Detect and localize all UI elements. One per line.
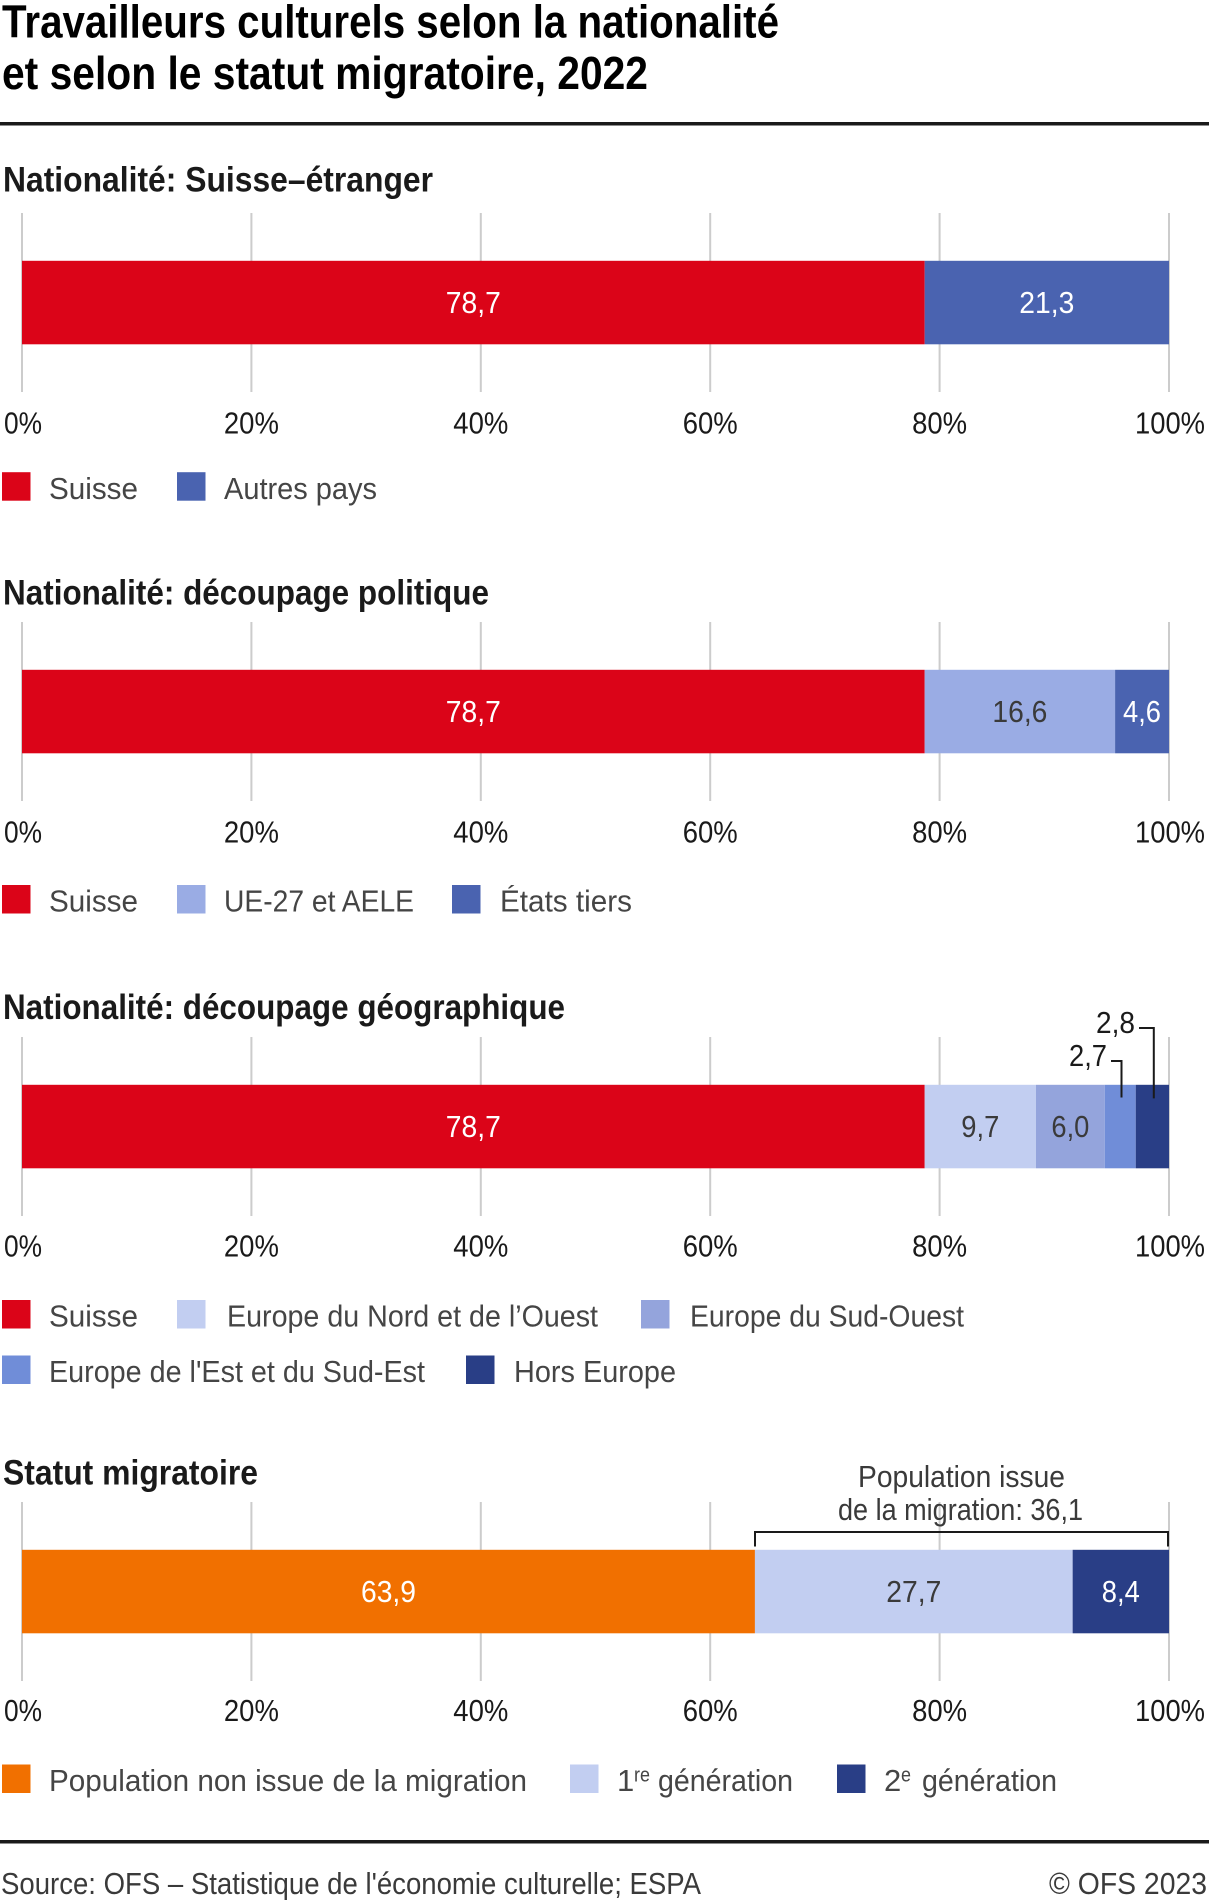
svg-text:78,7: 78,7 xyxy=(446,694,501,729)
svg-text:Nationalité: Suisse–étranger: Nationalité: Suisse–étranger xyxy=(3,161,433,200)
svg-text:Autres pays: Autres pays xyxy=(224,471,377,506)
svg-text:UE-27 et AELE: UE-27 et AELE xyxy=(224,884,414,919)
svg-text:Europe du Nord et de l’Ouest: Europe du Nord et de l’Ouest xyxy=(227,1299,598,1334)
svg-text:génération: génération xyxy=(922,1763,1057,1798)
svg-text:Population issue: Population issue xyxy=(858,1459,1065,1494)
svg-text:Suisse: Suisse xyxy=(49,884,138,919)
svg-text:20%: 20% xyxy=(224,1693,279,1728)
svg-text:Nationalité: découpage politiq: Nationalité: découpage politique xyxy=(3,574,489,613)
svg-text:2,7: 2,7 xyxy=(1069,1038,1107,1073)
svg-text:100%: 100% xyxy=(1135,1693,1205,1728)
svg-text:60%: 60% xyxy=(683,1693,738,1728)
svg-text:20%: 20% xyxy=(224,815,279,850)
svg-text:Suisse: Suisse xyxy=(49,1299,138,1334)
svg-text:78,7: 78,7 xyxy=(446,1109,501,1144)
svg-text:63,9: 63,9 xyxy=(361,1574,416,1609)
svg-text:100%: 100% xyxy=(1135,1229,1205,1264)
svg-text:de la migration: 36,1: de la migration: 36,1 xyxy=(838,1492,1083,1527)
svg-text:21,3: 21,3 xyxy=(1019,285,1074,320)
svg-text:re: re xyxy=(634,1765,650,1787)
svg-text:© OFS 2023: © OFS 2023 xyxy=(1049,1866,1207,1900)
svg-text:9,7: 9,7 xyxy=(961,1109,999,1144)
svg-text:40%: 40% xyxy=(453,815,508,850)
svg-text:génération: génération xyxy=(658,1763,793,1798)
svg-text:Suisse: Suisse xyxy=(49,471,138,506)
svg-text:80%: 80% xyxy=(912,815,967,850)
svg-text:et selon le statut migratoire,: et selon le statut migratoire, 2022 xyxy=(2,47,648,99)
svg-text:20%: 20% xyxy=(224,1229,279,1264)
svg-text:80%: 80% xyxy=(912,1229,967,1264)
svg-text:Source: OFS – Statistique de l: Source: OFS – Statistique de l'économie … xyxy=(1,1866,701,1900)
svg-text:Nationalité: découpage géograp: Nationalité: découpage géographique xyxy=(3,988,565,1027)
svg-text:Europe du Sud-Ouest: Europe du Sud-Ouest xyxy=(690,1299,964,1334)
svg-text:2: 2 xyxy=(884,1763,901,1798)
svg-text:Population non issue de la mig: Population non issue de la migration xyxy=(49,1763,527,1798)
svg-text:60%: 60% xyxy=(683,1229,738,1264)
svg-text:e: e xyxy=(901,1765,911,1787)
svg-text:78,7: 78,7 xyxy=(446,285,501,320)
svg-text:2,8: 2,8 xyxy=(1096,1005,1135,1040)
svg-text:0%: 0% xyxy=(4,1693,42,1728)
svg-text:40%: 40% xyxy=(453,1229,508,1264)
svg-text:20%: 20% xyxy=(224,406,279,441)
svg-text:6,0: 6,0 xyxy=(1051,1109,1089,1144)
svg-text:100%: 100% xyxy=(1135,406,1205,441)
svg-text:40%: 40% xyxy=(453,1693,508,1728)
svg-text:60%: 60% xyxy=(683,815,738,850)
svg-text:États tiers: États tiers xyxy=(500,884,632,919)
svg-text:60%: 60% xyxy=(683,406,738,441)
svg-text:80%: 80% xyxy=(912,1693,967,1728)
svg-text:40%: 40% xyxy=(453,406,508,441)
svg-text:0%: 0% xyxy=(4,815,42,850)
svg-text:4,6: 4,6 xyxy=(1123,694,1161,729)
svg-text:Travailleurs culturels selon l: Travailleurs culturels selon la national… xyxy=(2,0,779,48)
svg-text:0%: 0% xyxy=(4,1229,42,1264)
svg-text:27,7: 27,7 xyxy=(886,1574,941,1609)
svg-text:0%: 0% xyxy=(4,406,42,441)
svg-text:Europe de l'Est et du Sud-Est: Europe de l'Est et du Sud-Est xyxy=(49,1354,425,1389)
svg-text:16,6: 16,6 xyxy=(992,694,1047,729)
svg-text:80%: 80% xyxy=(912,406,967,441)
svg-text:8,4: 8,4 xyxy=(1102,1574,1140,1609)
svg-text:Statut migratoire: Statut migratoire xyxy=(3,1454,258,1493)
svg-text:100%: 100% xyxy=(1135,815,1205,850)
svg-text:Hors Europe: Hors Europe xyxy=(514,1354,676,1389)
svg-text:1: 1 xyxy=(617,1763,634,1798)
